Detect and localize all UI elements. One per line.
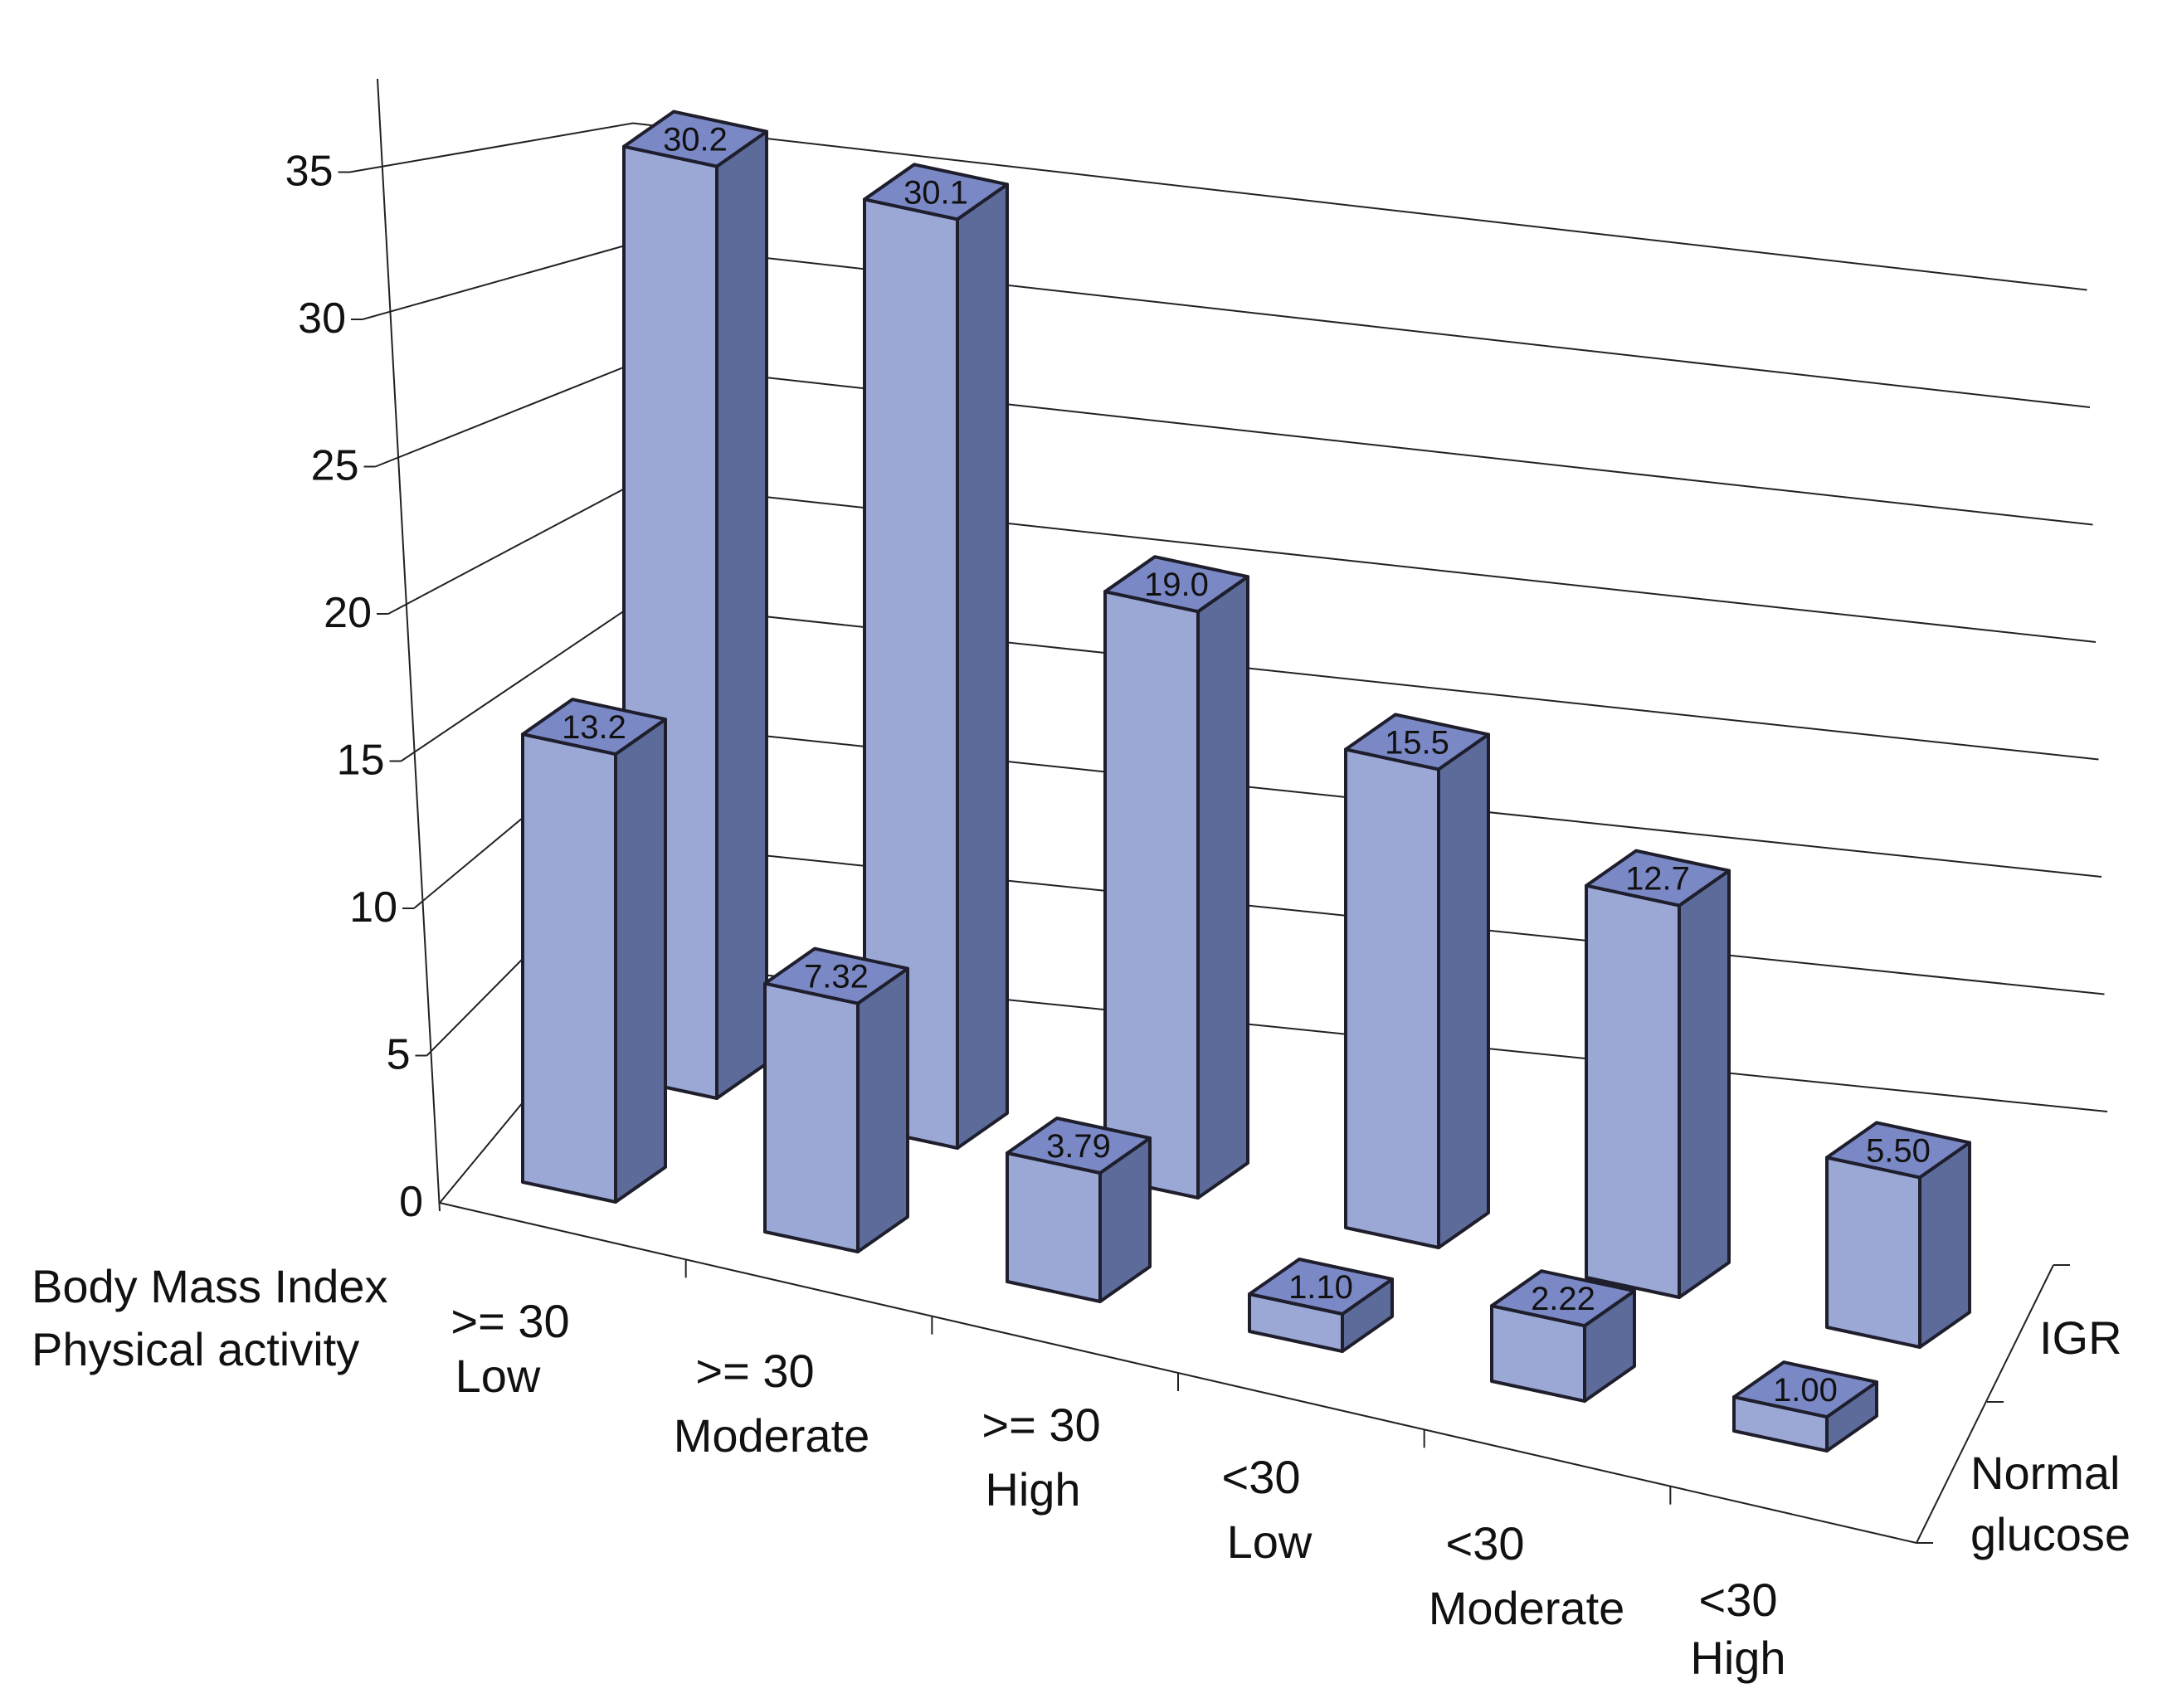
bar-normal-glucose-0: 13.2 (521, 698, 667, 1204)
x-tick-label: High (985, 1463, 1080, 1516)
bar-top (521, 698, 667, 757)
y-tick-label: 10 (349, 883, 397, 932)
x-tick-label: <30 (1446, 1517, 1525, 1569)
category-label-3: <30 Low (1222, 1451, 1313, 1568)
bar-front (1585, 883, 1681, 1299)
data-label: 1.10 (1288, 1269, 1353, 1306)
bar-front (1103, 590, 1200, 1199)
bar-normal-glucose-1: 7.32 (763, 946, 909, 1253)
bar-top (1585, 849, 1731, 908)
data-label: 30.1 (903, 174, 968, 211)
y-tick-label: 15 (337, 737, 385, 785)
y-tick-label: 30 (298, 294, 346, 343)
series-label-igr: IGR (2039, 1311, 2122, 1364)
x-tick-label: <30 (1222, 1451, 1301, 1503)
bar-igr-3: 15.5 (1344, 713, 1490, 1249)
bar-top (863, 163, 1009, 221)
bar-igr-4: 12.7 (1585, 849, 1731, 1299)
x-tick-label: >= 30 (981, 1399, 1100, 1451)
y-axis-line (377, 78, 441, 1212)
bar-top (1490, 1269, 1636, 1328)
y-tick-label: 20 (324, 589, 372, 637)
x-tick-label: Low (455, 1350, 541, 1402)
y-tick-label: 5 (387, 1031, 411, 1079)
bar-top (1006, 1117, 1152, 1175)
y-tick-label: 35 (285, 148, 334, 196)
bar-igr-1: 30.1 (863, 163, 1009, 1150)
bar-side (614, 718, 667, 1204)
bar-top (1732, 1360, 1878, 1419)
bar-normal-glucose-4: 2.22 (1490, 1269, 1636, 1403)
data-label: 3.79 (1046, 1128, 1111, 1165)
x-tick-label: <30 (1699, 1574, 1778, 1626)
data-label: 30.2 (663, 122, 728, 158)
bar-side (956, 182, 1009, 1150)
bar-normal-glucose-2: 3.79 (1006, 1117, 1152, 1303)
x-axis-title: Body Mass Index (32, 1260, 388, 1312)
data-label: 13.2 (562, 709, 626, 746)
bar-top (1825, 1121, 1971, 1180)
x-tick-label: High (1690, 1632, 1785, 1684)
bar-normal-glucose-5: 1.00 (1732, 1360, 1878, 1453)
gridline (349, 122, 2087, 291)
bar-top (1248, 1258, 1394, 1316)
data-label: 15.5 (1385, 724, 1449, 761)
x-axis-title: Physical activity (32, 1323, 359, 1375)
bar-side (1196, 575, 1249, 1199)
series-label-normal-glucose: Normal (1970, 1447, 2120, 1499)
bar-side (1437, 732, 1490, 1249)
bar-top (1103, 555, 1249, 614)
bar-side (856, 966, 909, 1253)
series-labels: IGR Normal glucose (1970, 1311, 2131, 1560)
bar-top (1344, 713, 1490, 771)
data-label: 5.50 (1866, 1132, 1931, 1169)
y-tick-label: 25 (311, 442, 359, 490)
category-label-4: <30 Moderate (1429, 1517, 1625, 1634)
bar-side (715, 129, 768, 1100)
bar-front (1344, 747, 1440, 1249)
data-label: 2.22 (1531, 1281, 1595, 1317)
bar-front (763, 981, 860, 1253)
x-tick-label: >= 30 (450, 1295, 569, 1347)
gridline (362, 241, 2091, 408)
bar-front (1825, 1156, 1921, 1349)
bar-front (1006, 1151, 1102, 1303)
x-tick-label: >= 30 (695, 1345, 814, 1397)
bar-side (1678, 869, 1731, 1299)
bar-top (622, 109, 768, 168)
category-label-1: >= 30 Moderate (674, 1345, 870, 1462)
data-label: 7.32 (804, 959, 869, 995)
x-tick-label: Moderate (1429, 1582, 1625, 1634)
bar-top (763, 946, 909, 1005)
x-axis-titles: Body Mass Index Physical activity (32, 1260, 388, 1375)
data-label: 19.0 (1144, 567, 1209, 603)
category-label-5: <30 High (1690, 1574, 1785, 1684)
bars-group: 30.2 30.1 19.0 15.5 12.7 5.50 13.2 7.32 3.79 1.10… (521, 109, 1971, 1453)
category-label-2: >= 30 High (981, 1399, 1100, 1516)
bar-normal-glucose-3: 1.10 (1248, 1258, 1394, 1353)
bar-front (521, 732, 617, 1204)
depth-axis-line (1916, 1264, 2054, 1544)
x-tick-label: Moderate (674, 1409, 870, 1462)
series-label-normal-glucose: glucose (1970, 1508, 2131, 1560)
data-label: 12.7 (1625, 861, 1690, 898)
data-label: 1.00 (1773, 1372, 1838, 1409)
x-tick-label: Low (1227, 1516, 1313, 1568)
y-tick-label: 0 (399, 1178, 423, 1226)
bar-igr-2: 19.0 (1103, 555, 1249, 1199)
bar-igr-5: 5.50 (1825, 1121, 1971, 1349)
